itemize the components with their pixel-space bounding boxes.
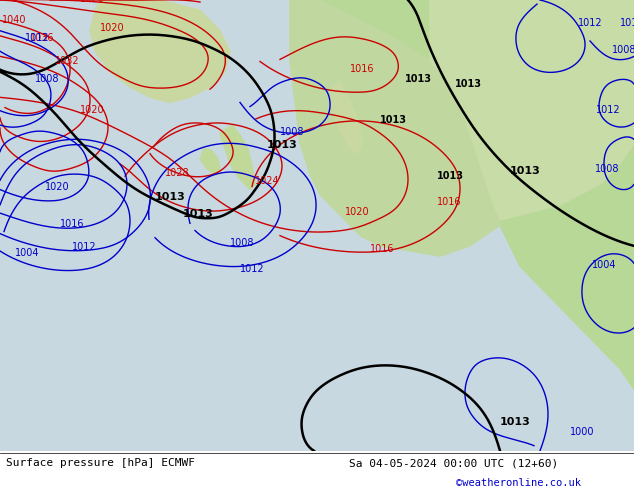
Text: 1020: 1020 [80,0,105,4]
Text: 1008: 1008 [595,164,619,174]
Text: Sa 04-05-2024 00:00 UTC (12+60): Sa 04-05-2024 00:00 UTC (12+60) [349,458,558,468]
Text: 1008: 1008 [35,74,60,84]
Text: 1008: 1008 [280,127,304,137]
Text: ©weatheronline.co.uk: ©weatheronline.co.uk [456,478,581,488]
Polygon shape [90,0,230,102]
Text: 1020: 1020 [80,105,105,115]
Text: 1020: 1020 [345,207,370,217]
Text: Surface pressure [hPa] ECMWF: Surface pressure [hPa] ECMWF [6,458,195,468]
Polygon shape [330,82,362,154]
Text: 1004: 1004 [592,260,616,270]
Text: 1013: 1013 [510,166,541,176]
Polygon shape [320,0,634,390]
Text: 1012: 1012 [620,18,634,27]
Text: 1013: 1013 [437,172,464,181]
Text: 1012: 1012 [596,105,621,115]
Text: 1020: 1020 [100,23,125,33]
Text: 1012: 1012 [578,18,603,27]
Text: 1016: 1016 [437,197,462,207]
Polygon shape [430,0,634,220]
Polygon shape [220,125,255,190]
Text: 1040: 1040 [2,15,27,24]
Text: 1028: 1028 [165,168,190,178]
Text: 1016: 1016 [370,244,394,254]
Text: 1012: 1012 [72,242,96,252]
Polygon shape [290,0,500,256]
Text: 1004: 1004 [15,248,39,258]
Text: 1036: 1036 [30,33,55,43]
Text: 1008: 1008 [230,238,254,248]
Text: 1020: 1020 [45,181,70,192]
Polygon shape [200,148,220,174]
Text: 1012: 1012 [25,33,49,43]
Text: 1013: 1013 [183,209,214,219]
Text: 1013: 1013 [155,192,186,202]
Text: 1024: 1024 [255,176,280,186]
Text: 1013: 1013 [405,74,432,84]
Text: 1016: 1016 [350,64,375,74]
Text: 1013: 1013 [455,79,482,89]
Text: 1013: 1013 [267,140,298,149]
Text: 1013: 1013 [500,417,531,427]
Text: 1016: 1016 [60,220,84,229]
Text: 1008: 1008 [612,45,634,55]
Text: 1000: 1000 [570,427,595,438]
Text: 1032: 1032 [55,55,80,66]
Text: 1013: 1013 [380,115,407,125]
Text: 1012: 1012 [240,264,264,273]
